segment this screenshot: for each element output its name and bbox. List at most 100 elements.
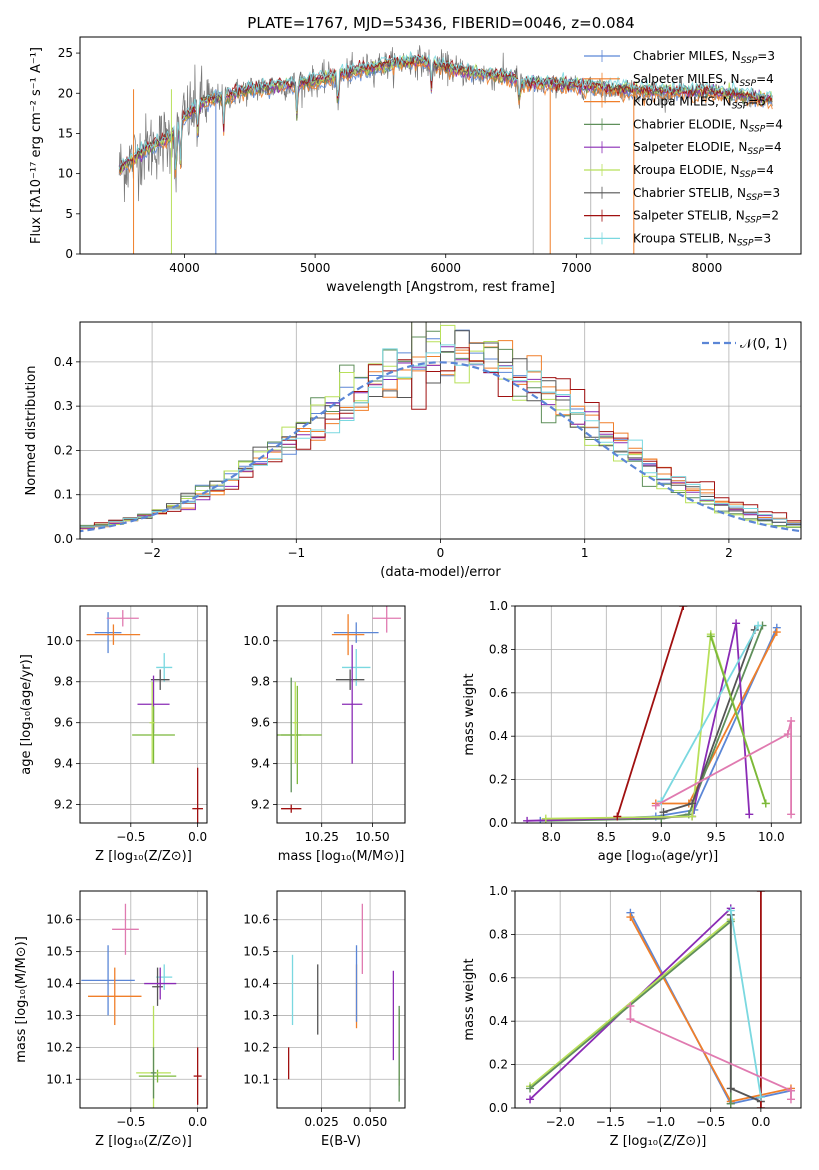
y-tick-label: 10.0	[243, 634, 270, 648]
y-tick-label: 10.1	[243, 1072, 270, 1086]
y-tick-label: 0.0	[489, 816, 508, 830]
legend-entry: Chabrier MILES, NSSP=3	[633, 49, 775, 66]
y-tick-label: 0.4	[54, 355, 73, 369]
x-axis-label: mass [log₁₀(M/M⊙)]	[278, 849, 405, 864]
x-tick-label: 10.25	[305, 830, 339, 844]
mass-weight-line	[629, 1006, 792, 1100]
x-tick-label: 0.050	[353, 1115, 387, 1129]
mass-weight-marker	[613, 812, 622, 821]
x-tick-label: 0.025	[304, 1115, 338, 1129]
errorbar-plot-area	[287, 903, 400, 1102]
mass-weight-marker	[726, 906, 735, 915]
y-tick-label: 10	[58, 167, 73, 181]
residual-histogram-step	[80, 344, 801, 529]
x-tick-label: 8.5	[597, 830, 616, 844]
axes-frame	[79, 321, 802, 540]
legend-entry: Chabrier STELIB, NSSP=3	[633, 186, 780, 203]
normal-distribution-curve	[80, 361, 801, 533]
x-tick-label: −1.0	[646, 1115, 675, 1129]
axes-frame	[79, 605, 208, 824]
x-axis-label: (data-model)/error	[380, 565, 501, 580]
legend-entry: Salpeter STELIB, NSSP=2	[633, 209, 779, 226]
x-tick-label: −2.0	[546, 1115, 575, 1129]
y-tick-label: 0.4	[489, 1014, 508, 1028]
mass-weight-line	[729, 910, 762, 1098]
weight-plot-area	[523, 606, 796, 823]
x-tick-label: 4000	[169, 261, 200, 275]
axes-frame	[276, 605, 406, 824]
y-axis-label: mass [log₁₀(M/M⊙)]	[14, 936, 29, 1063]
mass-weight-marker	[541, 814, 550, 823]
x-tick-label: 10.50	[355, 830, 389, 844]
legend-entry: Kroupa STELIB, NSSP=3	[633, 231, 771, 248]
residual-histogram-step	[80, 322, 801, 529]
y-tick-label: 0.3	[54, 399, 73, 413]
axes-frame	[79, 890, 208, 1109]
legend-entry: Kroupa MILES, NSSP=5	[633, 95, 766, 112]
x-tick-label: 0.0	[751, 1115, 770, 1129]
y-tick-label: 0.2	[54, 443, 73, 457]
mass-weight-marker	[651, 801, 660, 810]
y-tick-label: 10.2	[243, 1040, 270, 1054]
mass-weight-line	[655, 720, 792, 815]
mass-weight-marker	[772, 628, 781, 637]
mass-weight-line	[527, 623, 751, 822]
histogram-plot-area	[80, 322, 801, 533]
y-tick-label: 10.2	[46, 1040, 73, 1054]
y-tick-label: 10.5	[46, 945, 73, 959]
y-tick-label: 9.4	[251, 757, 270, 771]
x-tick-label: 1	[581, 546, 589, 560]
y-tick-label: 0.6	[489, 971, 508, 985]
mass-weight-marker	[659, 808, 668, 817]
x-tick-label: 6000	[430, 261, 461, 275]
legend-entry: Salpeter MILES, NSSP=4	[633, 72, 774, 89]
x-axis-label: age [log₁₀(age/yr)]	[598, 849, 719, 864]
x-tick-label: 0.0	[188, 830, 207, 844]
spectrum-legend: Chabrier MILES, NSSP=3 Salpeter MILES, NS…	[584, 49, 783, 248]
y-tick-label: 9.2	[54, 798, 73, 812]
weight-plot-area	[526, 891, 795, 1108]
mass-weight-marker	[783, 730, 792, 739]
legend-entry: Salpeter ELODIE, NSSP=4	[633, 140, 782, 157]
y-tick-label: 9.8	[54, 675, 73, 689]
y-tick-label: 10.6	[243, 913, 270, 927]
y-tick-label: 15	[58, 126, 73, 140]
axes-frame	[514, 605, 802, 824]
mass-weight-marker	[786, 1086, 795, 1095]
mass-weight-marker	[688, 812, 697, 821]
x-tick-label: 5000	[300, 261, 331, 275]
errorbar-plot-area	[86, 610, 203, 823]
x-axis-label: E(B-V)	[321, 1134, 361, 1149]
x-tick-label: −0.5	[116, 830, 145, 844]
y-tick-label: 9.8	[251, 675, 270, 689]
y-tick-label: 0	[65, 247, 73, 261]
y-tick-label: 10.5	[243, 945, 270, 959]
y-tick-label: 10.3	[243, 1008, 270, 1022]
x-tick-label: 8000	[692, 261, 723, 275]
x-axis-label: Z [log₁₀(Z/Z⊙)]	[610, 1134, 707, 1149]
x-axis-label: Z [log₁₀(Z/Z⊙)]	[95, 849, 192, 864]
x-tick-label: 2	[725, 546, 733, 560]
mass-weight-marker	[679, 606, 688, 610]
y-tick-label: 10.1	[46, 1072, 73, 1086]
mass-weight-marker	[754, 621, 763, 630]
x-tick-label: 7000	[561, 261, 592, 275]
x-tick-label: −0.5	[116, 1115, 145, 1129]
mass-weight-marker	[756, 1093, 765, 1102]
y-tick-label: 0.4	[489, 729, 508, 743]
mass-weight-marker	[787, 717, 796, 726]
spectrum-plot-area	[118, 45, 773, 254]
y-axis-label: mass weight	[462, 673, 477, 755]
mass-weight-marker	[706, 632, 715, 641]
x-tick-label: 8.0	[542, 830, 561, 844]
mass-weight-marker	[787, 810, 796, 819]
y-tick-label: 10.6	[46, 913, 73, 927]
y-tick-label: 0.0	[54, 532, 73, 546]
mass-weight-line	[660, 625, 759, 802]
y-tick-label: 9.6	[251, 716, 270, 730]
mass-vs-ebv-panel: 0.025 0.050 10.1 10.2 10.3 10.4 10.5 10.6 E(B-V)	[243, 890, 406, 1149]
mass-weight-marker	[745, 810, 754, 819]
x-tick-label: 0	[437, 546, 445, 560]
y-tick-label: 10.3	[46, 1008, 73, 1022]
legend-entry: Kroupa ELODIE, NSSP=4	[633, 163, 774, 180]
